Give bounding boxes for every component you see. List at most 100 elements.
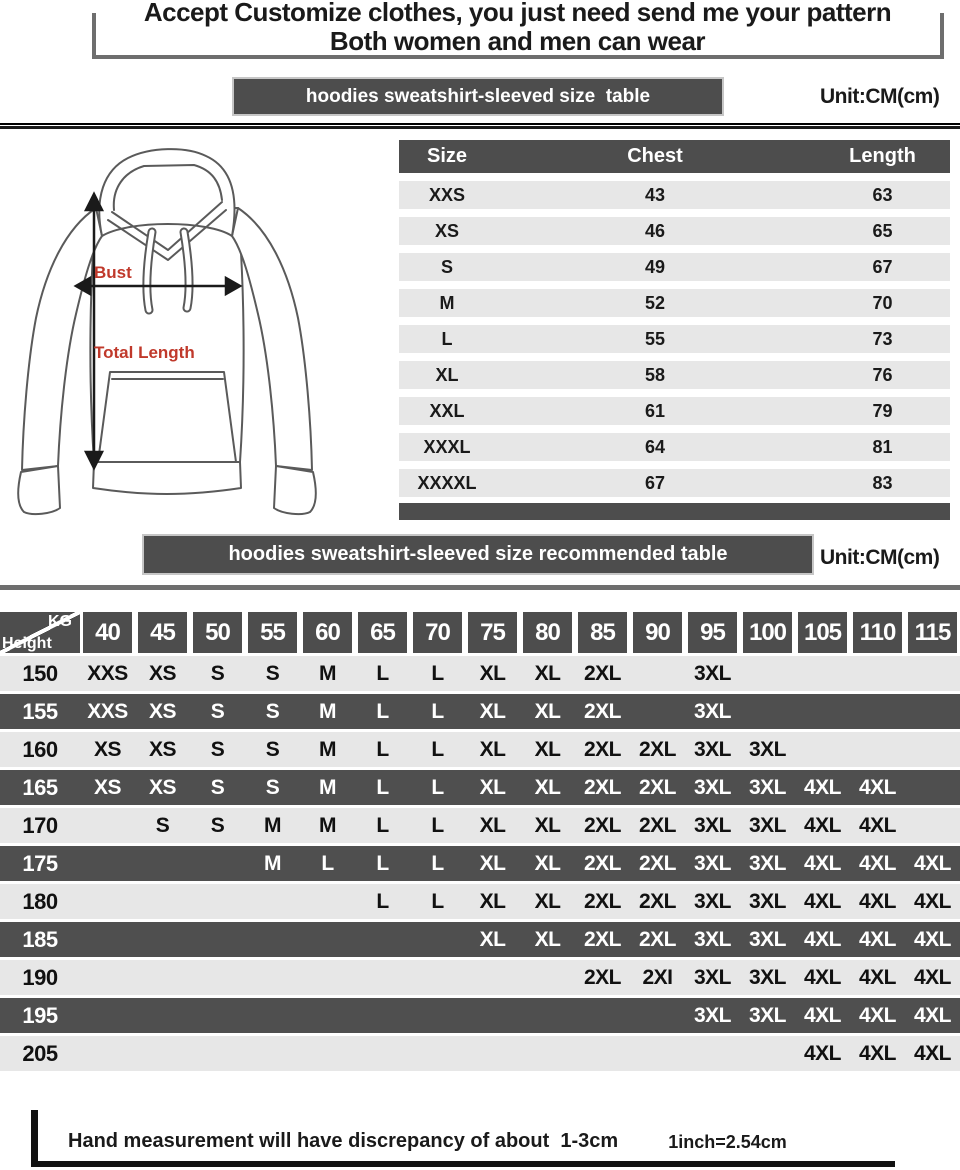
matrix-cell: [905, 656, 960, 691]
matrix-cell: M: [319, 700, 337, 723]
matrix-cell: S: [155, 814, 170, 837]
matrix-cell: S: [210, 814, 225, 837]
size-table-header: Size Chest Length: [399, 140, 950, 173]
chest-cell: 52: [644, 293, 666, 313]
matrix-cell: [410, 998, 465, 1033]
matrix-cell: XL: [534, 852, 561, 875]
length-cell: 79: [872, 401, 893, 421]
matrix-cell: 3XL: [748, 1004, 787, 1027]
matrix-cell: [410, 960, 465, 995]
matrix-cell: 4XL: [913, 1004, 952, 1027]
matrix-cell: 2XI: [642, 966, 673, 989]
length-cell: 81: [872, 437, 893, 457]
matrix-cell: [80, 922, 135, 957]
size-cell: S: [440, 257, 453, 277]
page-title: Accept Customize clothes, you just need …: [75, 0, 960, 56]
matrix-row: 155 XXS XS S S M L L XL XL 2XL 3XL: [0, 694, 960, 729]
matrix-cell: [465, 998, 520, 1033]
chest-cell: 46: [644, 221, 666, 241]
corner-height-label: Height: [2, 635, 52, 652]
matrix-cell: 3XL: [693, 776, 732, 799]
matrix-cell: S: [265, 776, 280, 799]
matrix-cell: XS: [93, 776, 122, 799]
matrix-cell: 4XL: [913, 928, 952, 951]
measurement-note: Hand measurement will have discrepancy o…: [68, 1130, 619, 1152]
matrix-cell: S: [265, 738, 280, 761]
matrix-cell: [245, 960, 300, 995]
matrix-cell: 3XL: [693, 852, 732, 875]
footnote-box: Hand measurement will have discrepancy o…: [31, 1110, 895, 1167]
matrix-cell: [355, 960, 410, 995]
matrix-cell: 3XL: [748, 852, 787, 875]
matrix-cell: [80, 808, 135, 843]
matrix-cell: 4XL: [803, 1042, 842, 1065]
matrix-cell: M: [264, 814, 282, 837]
length-column-header: Length: [849, 145, 916, 167]
matrix-cell: [300, 998, 355, 1033]
matrix-cell: XXS: [87, 662, 128, 685]
matrix-cell: [300, 1036, 355, 1071]
height-label: 190: [22, 965, 58, 990]
matrix-cell: L: [431, 700, 444, 723]
weight-header-cell: 55: [248, 612, 297, 653]
matrix-cell: 3XL: [693, 662, 732, 685]
hoodie-left-sleeve: [21, 207, 103, 471]
total-length-label: Total Length: [94, 343, 195, 362]
matrix-cell: 2XL: [638, 928, 677, 951]
matrix-cell: L: [376, 700, 389, 723]
chest-cell: 58: [644, 365, 666, 385]
matrix-cell: 2XL: [583, 852, 622, 875]
title-line-2: Both women and men can wear: [329, 26, 706, 56]
chest-cell: 55: [644, 329, 666, 349]
matrix-cell: [575, 998, 630, 1033]
recommendation-matrix: KG Height 40 45 50 55 60 65 70: [0, 612, 960, 1071]
matrix-cell: XXS: [87, 700, 128, 723]
matrix-cell: 2XL: [583, 776, 622, 799]
table-row: XXXL 64 81: [399, 433, 950, 461]
matrix-cell: [520, 998, 575, 1033]
matrix-cell: 2XL: [583, 966, 622, 989]
matrix-cell: [135, 884, 190, 919]
matrix-cell: XL: [479, 890, 506, 913]
matrix-cell: 4XL: [858, 1042, 897, 1065]
matrix-cell: [905, 694, 960, 729]
matrix-cell: S: [210, 738, 225, 761]
matrix-cell: [135, 960, 190, 995]
hoodie-right-sleeve: [231, 207, 313, 471]
matrix-cell: L: [376, 852, 389, 875]
weight-header-cell: 110: [853, 612, 902, 653]
matrix-cell: [245, 998, 300, 1033]
matrix-cell: S: [210, 700, 225, 723]
size-cell: XXXL: [423, 437, 471, 457]
size-cell: M: [439, 293, 455, 313]
matrix-cell: [905, 808, 960, 843]
matrix-cell: 3XL: [693, 738, 732, 761]
matrix-row: 195 3XL 3XL 4XL 4XL 4XL: [0, 998, 960, 1033]
hoodie-measurement-diagram: Bust Total Length: [17, 148, 317, 516]
matrix-cell: [135, 1036, 190, 1071]
matrix-cell: L: [376, 662, 389, 685]
matrix-cell: 2XL: [583, 700, 622, 723]
matrix-cell: [795, 732, 850, 767]
weight-header-cell: 90: [633, 612, 682, 653]
matrix-cell: 4XL: [803, 928, 842, 951]
weight-header-cell: 85: [578, 612, 627, 653]
bust-label: Bust: [94, 263, 132, 282]
matrix-cell: 4XL: [803, 890, 842, 913]
matrix-cell: 2XL: [638, 852, 677, 875]
size-column-header: Size: [426, 145, 468, 167]
height-label: 160: [22, 737, 58, 762]
chest-cell: 67: [644, 473, 666, 493]
matrix-cell: 4XL: [803, 852, 842, 875]
matrix-cell: 3XL: [693, 700, 732, 723]
matrix-row: 205 4XL 4XL 4XL: [0, 1036, 960, 1071]
matrix-cell: 3XL: [693, 814, 732, 837]
weight-header-cell: 105: [798, 612, 847, 653]
height-label: 165: [22, 775, 58, 800]
size-table-footer-bar: [399, 503, 950, 520]
matrix-cell: [630, 998, 685, 1033]
hoodie-collar-line-1: [111, 201, 223, 251]
matrix-cell: [355, 998, 410, 1033]
matrix-cell: M: [319, 738, 337, 761]
matrix-cell: [135, 998, 190, 1033]
